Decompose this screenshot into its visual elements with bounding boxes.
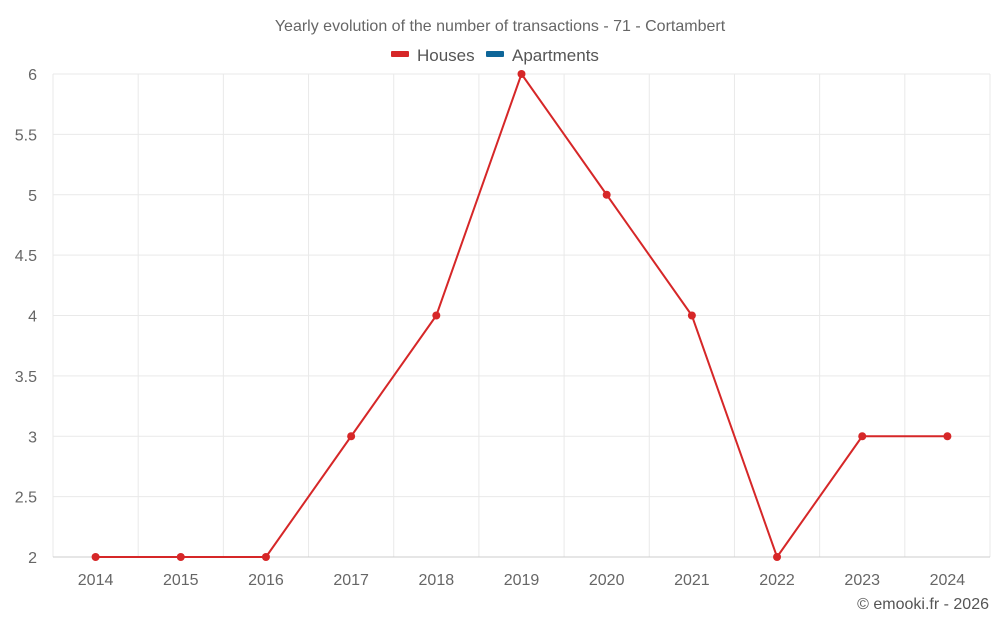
x-tick-label: 2022	[759, 572, 795, 589]
data-point-houses[interactable]	[261, 553, 270, 561]
x-axis-ticks: 2014 2015 2016 2017 2018 2019 2020 2021 2022 2023…	[78, 572, 966, 589]
y-tick-label: 4	[28, 309, 37, 326]
x-gridlines	[52, 74, 991, 557]
y-tick-label: 4.5	[15, 248, 37, 265]
credit-text: © emooki.fr - 2026	[857, 596, 989, 613]
y-tick-label: 3.5	[15, 369, 37, 386]
x-tick-label: 2021	[674, 572, 710, 589]
legend-swatch-apartments	[486, 51, 504, 57]
data-point-houses[interactable]	[347, 432, 356, 441]
y-tick-label: 6	[28, 67, 37, 84]
data-point-houses[interactable]	[943, 432, 952, 441]
data-point-houses[interactable]	[687, 311, 696, 320]
x-tick-label: 2023	[844, 572, 880, 589]
y-tick-label: 2.5	[15, 490, 37, 507]
data-point-houses[interactable]	[602, 190, 611, 199]
legend-swatch-houses	[391, 51, 409, 57]
x-tick-label: 2020	[589, 572, 625, 589]
data-point-houses[interactable]	[91, 553, 100, 561]
y-tick-label: 5	[28, 188, 37, 205]
y-axis-ticks: 2 2.5 3 3.5 4 4.5 5 5.5 6	[15, 67, 37, 567]
legend-label-apartments: Apartments	[512, 46, 599, 65]
data-point-houses[interactable]	[176, 553, 185, 561]
x-tick-label: 2015	[163, 572, 199, 589]
data-point-houses[interactable]	[432, 311, 441, 320]
x-tick-label: 2014	[78, 572, 114, 589]
legend-item-apartments[interactable]: Apartments	[486, 46, 599, 65]
x-tick-label: 2024	[930, 572, 966, 589]
y-tick-label: 5.5	[15, 127, 37, 144]
y-tick-label: 2	[28, 550, 37, 567]
legend-item-houses[interactable]: Houses	[391, 46, 475, 65]
legend-label-houses: Houses	[417, 46, 475, 65]
x-tick-label: 2017	[333, 572, 369, 589]
y-gridlines	[53, 73, 990, 558]
data-point-houses[interactable]	[858, 432, 867, 441]
x-tick-label: 2016	[248, 572, 284, 589]
chart-legend: Houses Apartments	[391, 46, 599, 65]
plot-area	[91, 70, 952, 561]
x-tick-label: 2019	[504, 572, 540, 589]
data-point-houses[interactable]	[773, 553, 782, 561]
chart-title: Yearly evolution of the number of transa…	[275, 18, 726, 35]
x-tick-label: 2018	[419, 572, 455, 589]
y-tick-label: 3	[28, 429, 37, 446]
data-point-houses[interactable]	[517, 70, 526, 78]
